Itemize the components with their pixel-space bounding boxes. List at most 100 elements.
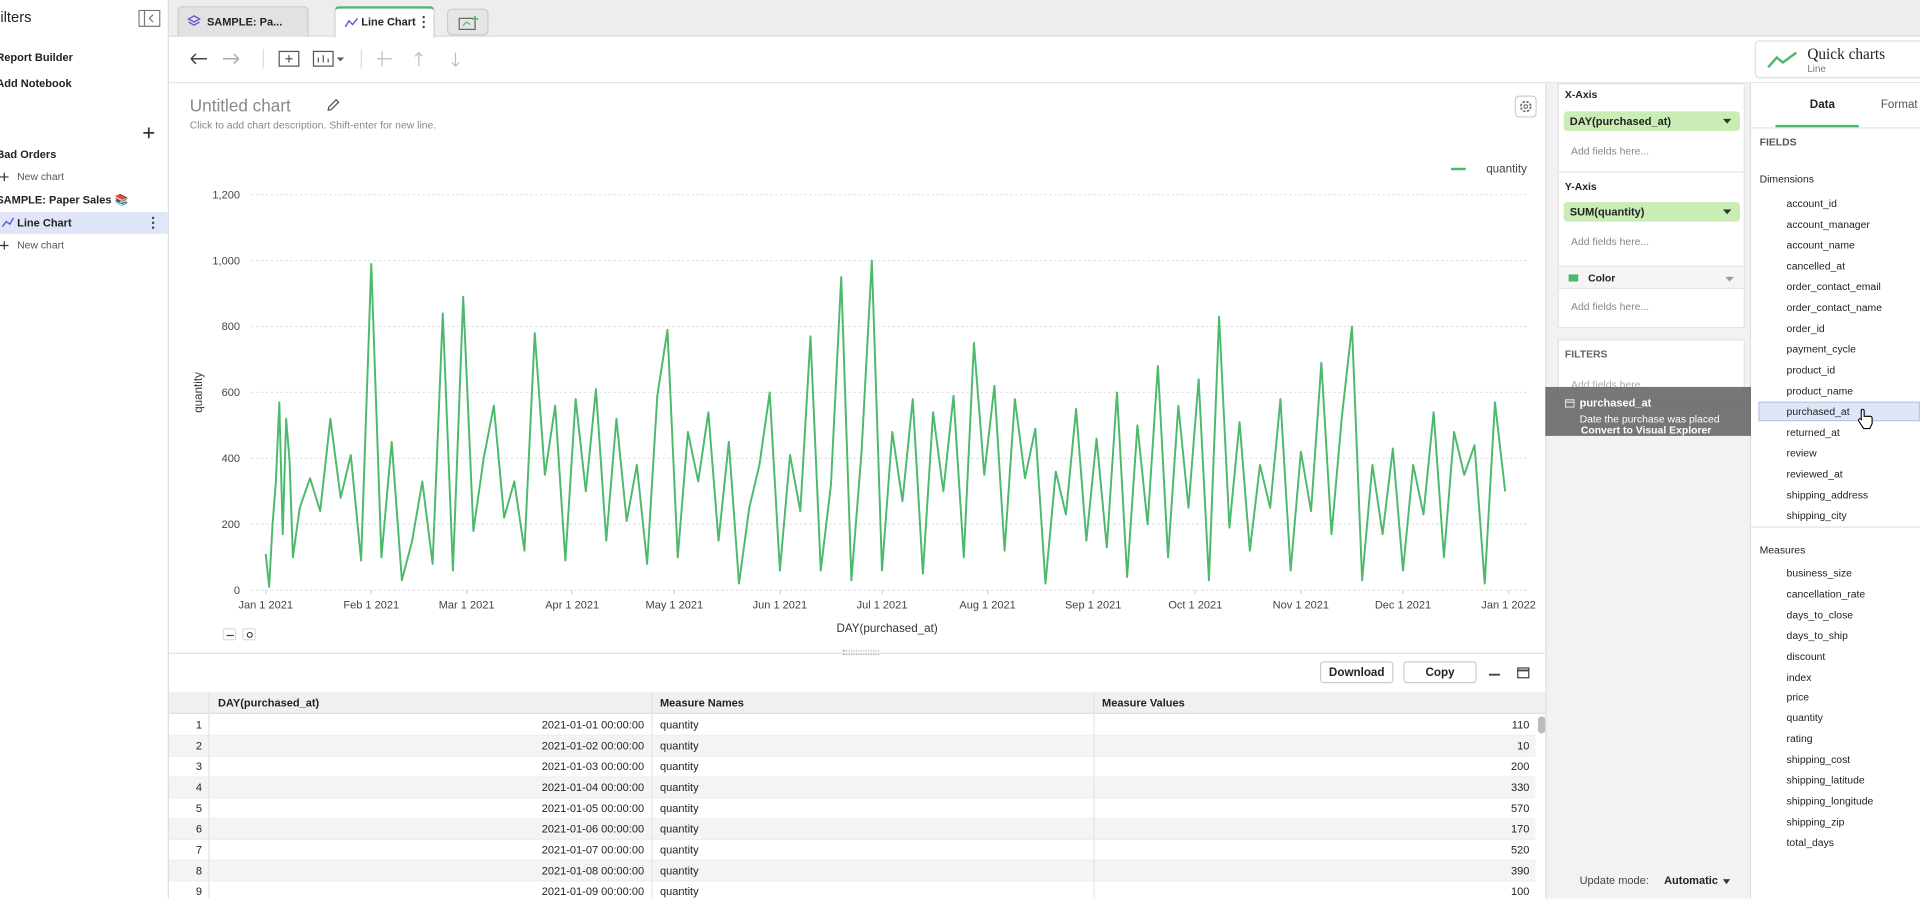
dimension-field[interactable]: account_manager bbox=[1786, 217, 1870, 231]
tab[interactable]: SAMPLE: Pa... bbox=[177, 6, 309, 37]
x-tick-label: Mar 1 2021 bbox=[439, 600, 495, 612]
settings-button[interactable] bbox=[1514, 95, 1537, 118]
tooltip-action[interactable]: Convert to Visual Explorer bbox=[1580, 423, 1712, 436]
dimension-field[interactable]: shipping_address bbox=[1786, 488, 1869, 501]
new-chart-link[interactable]: New chart bbox=[17, 238, 64, 252]
table-row bbox=[168, 860, 1536, 882]
column-header[interactable]: DAY(purchased_at) bbox=[217, 696, 320, 709]
quick-charts-title: Quick charts bbox=[1807, 45, 1886, 63]
folder-label[interactable]: Bad Orders bbox=[0, 148, 57, 161]
measure-field[interactable]: shipping_zip bbox=[1786, 815, 1845, 828]
download-button[interactable]: Download bbox=[1320, 661, 1394, 684]
dimension-field[interactable]: order_id bbox=[1786, 322, 1825, 335]
x-field-pill[interactable]: DAY(purchased_at) bbox=[1563, 111, 1741, 132]
placeholder[interactable]: Add fields here... bbox=[1571, 300, 1650, 313]
measure-field[interactable]: cancellation_rate bbox=[1786, 587, 1866, 600]
dimension-field[interactable]: order_contact_email bbox=[1786, 280, 1881, 293]
measure-field[interactable]: price bbox=[1786, 691, 1810, 704]
tab-icon bbox=[344, 17, 359, 28]
dimensions-label: Dimensions bbox=[1759, 172, 1814, 185]
dimension-field[interactable]: product_id bbox=[1786, 363, 1836, 376]
quick-charts-subtitle: Line bbox=[1807, 63, 1826, 75]
item-menu-icon[interactable] bbox=[151, 216, 156, 231]
zoom-out-button[interactable] bbox=[222, 628, 237, 641]
active-item[interactable] bbox=[0, 211, 168, 234]
column-divider bbox=[1093, 691, 1095, 899]
dimension-field[interactable]: order_contact_name bbox=[1786, 301, 1883, 314]
table-cell: 2021-01-08 00:00:00 bbox=[541, 864, 645, 877]
table-row bbox=[168, 881, 1536, 899]
data-table: DAY(purchased_at) Measure Names Measure … bbox=[168, 691, 1546, 899]
zoom-reset-button[interactable] bbox=[242, 628, 256, 641]
dimension-field[interactable]: returned_at bbox=[1786, 426, 1840, 439]
add-icon[interactable] bbox=[143, 127, 155, 139]
measure-field[interactable]: quantity bbox=[1786, 711, 1823, 725]
dimension-field[interactable]: cancelled_at bbox=[1786, 259, 1845, 272]
dimension-field[interactable]: review bbox=[1786, 446, 1817, 460]
quick-charts-card[interactable]: Quick charts Line bbox=[1754, 40, 1920, 79]
collapse-icon[interactable] bbox=[138, 9, 161, 27]
dropdown-arrow bbox=[1722, 209, 1732, 215]
measure-field[interactable]: index bbox=[1786, 670, 1812, 683]
dimension-field[interactable]: purchased_at bbox=[1786, 405, 1850, 418]
sidebar-link[interactable]: Add Notebook bbox=[0, 77, 72, 90]
folder-label[interactable]: SAMPLE: Paper Sales 📚 bbox=[0, 193, 129, 206]
color-shelf-header[interactable] bbox=[1558, 265, 1744, 289]
measure-field[interactable]: rating bbox=[1786, 732, 1813, 745]
tab-menu-icon[interactable] bbox=[421, 15, 426, 30]
measure-field[interactable]: total_days bbox=[1786, 835, 1834, 849]
row-number: 2 bbox=[195, 739, 203, 752]
measure-field[interactable]: business_size bbox=[1786, 566, 1852, 580]
resize-handle[interactable] bbox=[842, 650, 880, 656]
dimension-field[interactable]: product_name bbox=[1786, 384, 1854, 397]
chart-title[interactable]: Untitled chart bbox=[189, 95, 291, 116]
fields-panel: Data Format FIELDS Dimensions Measures a… bbox=[1751, 83, 1920, 899]
dimension-field[interactable]: payment_cycle bbox=[1786, 342, 1856, 356]
table-row bbox=[168, 715, 1536, 736]
tab-active[interactable]: Line Chart bbox=[334, 6, 435, 38]
panel-tab[interactable]: Data bbox=[1809, 97, 1836, 112]
placeholder[interactable]: Add fields here... bbox=[1571, 144, 1650, 157]
table-cell: quantity bbox=[660, 843, 699, 856]
table-cell: 200 bbox=[1510, 760, 1530, 773]
column-header[interactable]: Measure Names bbox=[660, 696, 744, 709]
y-tick-label: 1,000 bbox=[212, 255, 240, 267]
table-row bbox=[168, 840, 1536, 861]
dimension-field[interactable]: account_name bbox=[1786, 238, 1855, 252]
dimension-field[interactable]: shipping_city bbox=[1786, 509, 1847, 522]
y-field-pill[interactable]: SUM(quantity) bbox=[1563, 202, 1741, 222]
dimension-field[interactable]: account_id bbox=[1786, 197, 1837, 210]
table-cell: 110 bbox=[1511, 718, 1530, 732]
measure-field[interactable]: discount bbox=[1786, 649, 1826, 662]
new-chart-link[interactable]: New chart bbox=[17, 170, 64, 183]
tooltip: purchased_at Date the purchase was place… bbox=[1545, 386, 1754, 436]
measure-field[interactable]: shipping_cost bbox=[1786, 753, 1851, 766]
measure-field[interactable]: shipping_longitude bbox=[1786, 794, 1874, 807]
column-header[interactable]: Measure Values bbox=[1102, 696, 1185, 709]
edit-icon[interactable] bbox=[326, 98, 341, 113]
update-mode-value[interactable]: Automatic bbox=[1664, 874, 1718, 887]
x-tick-label: Oct 1 2021 bbox=[1168, 600, 1222, 612]
y-tick-label: 400 bbox=[222, 453, 240, 465]
panel-tab[interactable]: Format bbox=[1880, 97, 1918, 112]
plus-icon bbox=[0, 241, 9, 250]
table-view-icons[interactable] bbox=[1488, 666, 1531, 681]
measure-field[interactable]: days_to_ship bbox=[1786, 629, 1848, 642]
x-tick-label: May 1 2021 bbox=[646, 600, 704, 612]
measure-field[interactable]: shipping_latitude bbox=[1786, 773, 1865, 787]
scrollbar[interactable] bbox=[1537, 716, 1546, 734]
placeholder[interactable]: Add fields here... bbox=[1571, 235, 1650, 248]
sidebar-link[interactable]: Report Builder bbox=[0, 51, 73, 64]
filters-label: FILTERS bbox=[1564, 347, 1608, 361]
measure-field[interactable]: days_to_close bbox=[1786, 608, 1854, 621]
table-row bbox=[168, 819, 1536, 841]
y-tick-label: 0 bbox=[234, 585, 240, 597]
copy-button[interactable]: Copy bbox=[1403, 661, 1477, 684]
active-chart-label[interactable]: Line Chart bbox=[17, 216, 72, 229]
new-tab-icon bbox=[458, 15, 479, 31]
x-tick-label: Jun 1 2021 bbox=[753, 600, 808, 612]
color-icon bbox=[1568, 274, 1579, 282]
new-tab-button[interactable] bbox=[446, 8, 489, 36]
chart-description[interactable]: Click to add chart description. Shift-en… bbox=[189, 118, 437, 132]
dimension-field[interactable]: reviewed_at bbox=[1786, 467, 1843, 481]
